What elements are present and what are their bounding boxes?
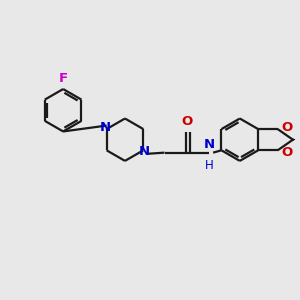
Text: N: N — [204, 138, 215, 151]
Text: N: N — [100, 122, 111, 134]
Text: O: O — [182, 115, 193, 128]
Text: O: O — [282, 121, 293, 134]
Text: N: N — [139, 145, 150, 158]
Text: F: F — [58, 72, 68, 85]
Text: O: O — [282, 146, 293, 159]
Text: H: H — [205, 159, 214, 172]
